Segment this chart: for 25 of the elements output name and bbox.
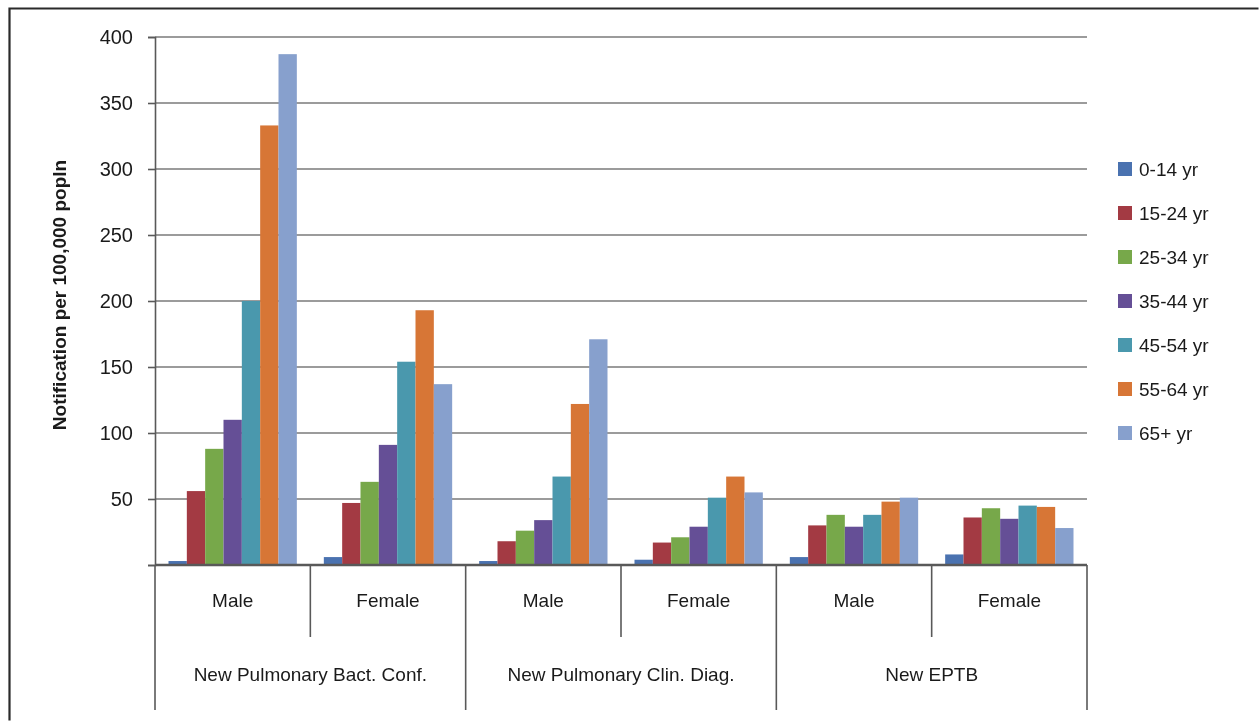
text: New EPTB xyxy=(885,664,979,685)
legend-label: 15-24 yr xyxy=(1139,202,1210,224)
legend-label: 35-44 yr xyxy=(1139,290,1210,312)
y-tick-label: 350 xyxy=(99,91,133,114)
x-tick-label: Male xyxy=(833,590,875,611)
y-tick-label: 150 xyxy=(99,355,133,378)
text: New Pulmonary Clin. Diag. xyxy=(507,664,735,685)
legend-label: 25-34 yr xyxy=(1139,246,1210,268)
y-tick-label: 50 xyxy=(110,487,133,510)
y-tick-label: 400 xyxy=(99,25,133,48)
y-tick-label: 200 xyxy=(99,289,133,312)
text: New Pulmonary Bact. Conf. xyxy=(193,664,428,685)
y-tick-label: 100 xyxy=(99,421,133,444)
x-tick-label: Female xyxy=(666,590,731,611)
legend-label: 55-64 yr xyxy=(1139,378,1210,400)
y-tick-label: 300 xyxy=(99,157,133,180)
legend-label: 0-14 yr xyxy=(1139,158,1199,180)
x-tick-label: Female xyxy=(356,590,420,611)
legend-label: 45-54 yr xyxy=(1139,334,1210,356)
y-tick-label: 250 xyxy=(99,223,133,246)
x-tick-label: Male xyxy=(212,590,254,611)
x-tick-label: Male xyxy=(522,590,564,611)
y-axis-title: Notification per 100,000 popln xyxy=(49,159,70,431)
legend-label: 65+ yr xyxy=(1139,422,1194,444)
x-tick-label: Female xyxy=(977,590,1042,611)
